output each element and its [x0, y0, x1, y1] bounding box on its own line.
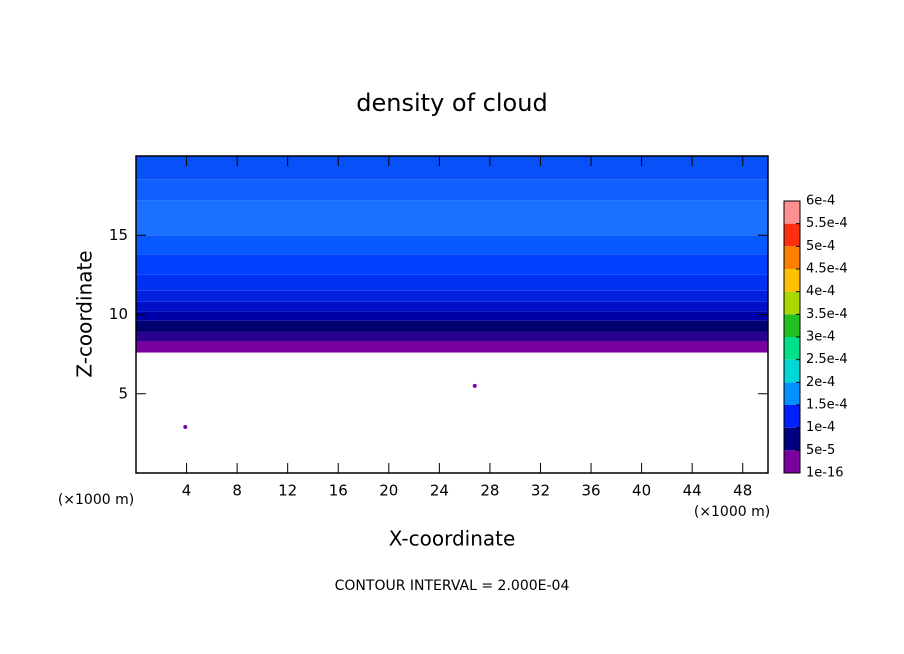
x-tick-label: 16 [329, 482, 348, 500]
contour-band [136, 179, 768, 201]
colorbar-label: 1e-16 [806, 466, 844, 481]
contour-spot [183, 425, 188, 430]
colorbar-segment [784, 223, 800, 247]
x-tick-label: 12 [278, 482, 297, 500]
colorbar-segment [784, 450, 800, 473]
colorbar-label: 1.5e-4 [806, 398, 848, 413]
contour-band [136, 156, 768, 180]
x-tick-label: 28 [480, 482, 499, 500]
colorbar-label: 4e-4 [806, 284, 835, 299]
x-tick-label: 36 [581, 482, 600, 500]
contour-band [136, 311, 768, 321]
colorbar-segment [784, 269, 800, 292]
x-axis-label: X-coordinate [389, 527, 516, 551]
y-axis-label: Z-coordinate [73, 250, 97, 377]
chart-title: density of cloud [356, 89, 547, 117]
x-tick-label: 40 [632, 482, 651, 500]
x-tick-label: 32 [531, 482, 550, 500]
colorbar-label: 3e-4 [806, 330, 835, 345]
colorbar-segment [784, 382, 800, 405]
y-tick-label: 5 [118, 384, 128, 402]
x-tick-label: 20 [379, 482, 398, 500]
contour-spot [472, 383, 477, 388]
colorbar-label: 2.5e-4 [806, 352, 848, 367]
contour-band [136, 301, 768, 312]
x-tick-label: 24 [430, 482, 449, 500]
contour-band [136, 341, 768, 353]
colorbar-label: 5e-4 [806, 239, 835, 254]
colorbar-label: 1e-4 [806, 420, 835, 435]
x-unit: (×1000 m) [694, 504, 770, 520]
colorbar-label: 6e-4 [806, 194, 835, 209]
colorbar-label: 2e-4 [806, 375, 835, 390]
colorbar-segment [784, 337, 800, 360]
x-tick-label: 4 [182, 482, 192, 500]
y-tick-label: 10 [109, 305, 128, 323]
contour-band [136, 274, 768, 291]
colorbar-label: 3.5e-4 [806, 307, 848, 322]
colorbar-segment [784, 359, 800, 383]
contour-band [136, 235, 768, 255]
y-unit: (×1000 m) [58, 492, 134, 508]
y-tick-label: 15 [109, 226, 128, 244]
x-tick-label: 8 [232, 482, 242, 500]
x-tick-label: 48 [733, 482, 752, 500]
footer: CONTOUR INTERVAL = 2.000E-04 [335, 578, 570, 594]
colorbar-segment [784, 314, 800, 337]
colorbar-segment [784, 291, 800, 315]
colorbar-label: 4.5e-4 [806, 262, 848, 277]
colorbar-label: 5e-5 [806, 443, 835, 458]
contour-band [136, 320, 768, 332]
contour-band [136, 290, 768, 302]
colorbar-segment [784, 405, 800, 428]
x-tick-label: 44 [683, 482, 702, 500]
colorbar-segment [784, 201, 800, 224]
contour-band [136, 254, 768, 275]
contour-band [136, 200, 768, 236]
contour-band [136, 331, 768, 342]
colorbar-label: 5.5e-4 [806, 216, 848, 231]
colorbar-segment [784, 427, 800, 451]
colorbar-segment [784, 246, 800, 269]
